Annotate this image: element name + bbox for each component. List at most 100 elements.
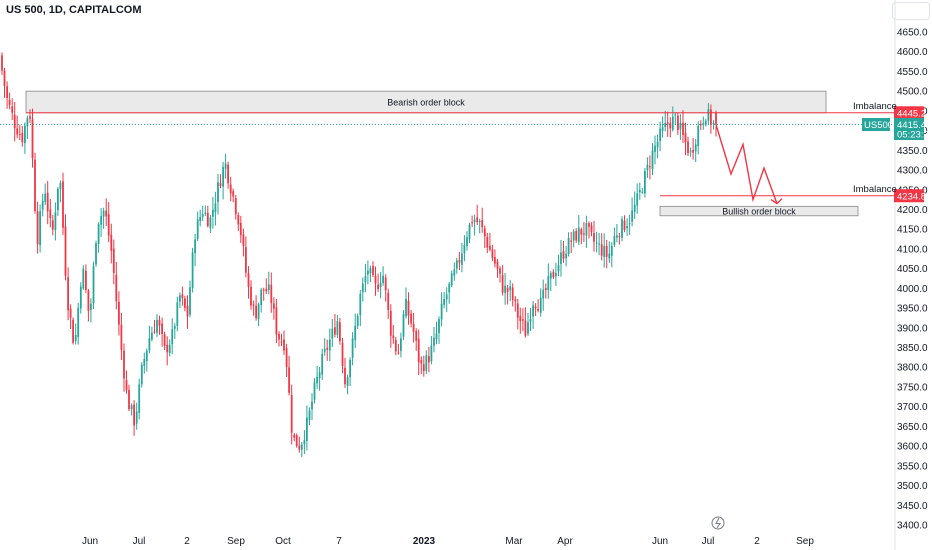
candle-body xyxy=(153,331,156,333)
candle-body xyxy=(21,132,24,143)
y-tick-label: 4500.0 xyxy=(897,87,928,98)
candle-body xyxy=(583,233,585,235)
y-tick-label: 3800.0 xyxy=(897,363,928,374)
candle-body xyxy=(654,145,656,152)
candle-body xyxy=(697,126,700,147)
candle-body xyxy=(666,122,669,125)
candle-body xyxy=(636,193,639,206)
candle-body xyxy=(339,322,341,342)
candle-body xyxy=(565,253,567,259)
countdown-timer: 05:23:26 xyxy=(897,130,932,141)
candle-body xyxy=(100,216,102,225)
candle-body xyxy=(699,124,702,126)
chart-title: US 500, 1D, CAPITALCOM xyxy=(6,4,142,16)
candle-body xyxy=(173,326,176,329)
candle-body xyxy=(214,203,217,213)
candle-body xyxy=(478,221,481,223)
candle-body xyxy=(567,238,570,254)
candle-body xyxy=(204,212,207,214)
candle-body xyxy=(671,116,674,130)
lightning-icon-bolt xyxy=(715,517,721,529)
candle-body xyxy=(212,209,214,217)
x-tick-label: Jun xyxy=(652,536,668,547)
candle-body xyxy=(318,372,321,379)
candle-body xyxy=(115,274,118,302)
candle-body xyxy=(79,286,82,309)
top-right-button[interactable] xyxy=(892,2,930,20)
candle-body xyxy=(524,320,527,336)
candle-body xyxy=(13,114,16,129)
x-tick-label: Oct xyxy=(275,536,291,547)
candle-body xyxy=(85,270,87,290)
candle-body xyxy=(67,277,69,311)
candle-body xyxy=(29,116,31,119)
candle-body xyxy=(186,305,189,317)
candle-body xyxy=(677,115,679,131)
candle-body xyxy=(407,300,410,316)
candle-body xyxy=(191,252,194,289)
y-tick-label: 4300.0 xyxy=(897,166,928,177)
candle-body xyxy=(595,242,598,244)
candle-body xyxy=(336,321,339,335)
candle-body xyxy=(433,337,435,346)
candle-body xyxy=(704,120,707,125)
candle-body xyxy=(11,106,14,113)
candle-body xyxy=(367,270,369,275)
candle-body xyxy=(138,384,141,413)
candle-body xyxy=(237,215,240,225)
candle-body xyxy=(125,380,128,391)
candle-body xyxy=(303,440,306,445)
candle-body xyxy=(128,390,130,410)
candle-body xyxy=(514,299,517,302)
candle-body xyxy=(280,341,283,343)
y-tick-label: 3400.0 xyxy=(897,521,928,532)
candle-body xyxy=(8,100,11,105)
y-tick-label: 4550.0 xyxy=(897,67,928,78)
y-tick-label: 4050.0 xyxy=(897,264,928,275)
candle-body xyxy=(544,288,547,290)
candle-body xyxy=(232,191,235,197)
candle-body xyxy=(344,367,346,385)
candle-body xyxy=(430,345,433,362)
candle-body xyxy=(92,266,95,304)
candle-body xyxy=(133,404,135,426)
candle-body xyxy=(77,307,80,338)
candle-body xyxy=(476,217,479,223)
x-tick-label: 2 xyxy=(184,536,190,547)
candle-body xyxy=(425,355,428,371)
candle-body xyxy=(16,128,19,135)
candle-body xyxy=(158,320,161,326)
candle-body xyxy=(166,344,169,353)
candle-body xyxy=(712,123,715,124)
candle-body xyxy=(168,344,171,353)
candle-body xyxy=(54,212,57,230)
candle-body xyxy=(3,70,6,86)
candle-body xyxy=(199,217,202,222)
candle-body xyxy=(323,348,326,352)
imbalance-label: Imbalance xyxy=(853,184,897,195)
y-tick-label: 3850.0 xyxy=(897,343,928,354)
imbalance-label: Imbalance xyxy=(853,101,897,112)
candle-body xyxy=(649,166,651,168)
candle-body xyxy=(156,319,158,333)
candle-body xyxy=(255,305,257,319)
x-tick-label: 2 xyxy=(754,536,760,547)
y-tick-label: 4100.0 xyxy=(897,244,928,255)
candle-body xyxy=(372,265,374,275)
candle-body xyxy=(112,248,115,273)
candle-body xyxy=(466,237,468,246)
candle-body xyxy=(504,285,506,293)
candle-body xyxy=(707,109,710,121)
candle-body xyxy=(377,284,379,289)
candle-body xyxy=(257,304,260,320)
candle-body xyxy=(18,134,21,136)
candle-body xyxy=(410,313,412,324)
candle-body xyxy=(628,223,631,225)
candle-body xyxy=(313,382,316,400)
candle-body xyxy=(306,417,308,441)
candle-body xyxy=(392,335,395,339)
candle-body xyxy=(87,290,90,312)
order-block-label: Bearish order block xyxy=(387,98,465,108)
candle-body xyxy=(316,377,318,384)
